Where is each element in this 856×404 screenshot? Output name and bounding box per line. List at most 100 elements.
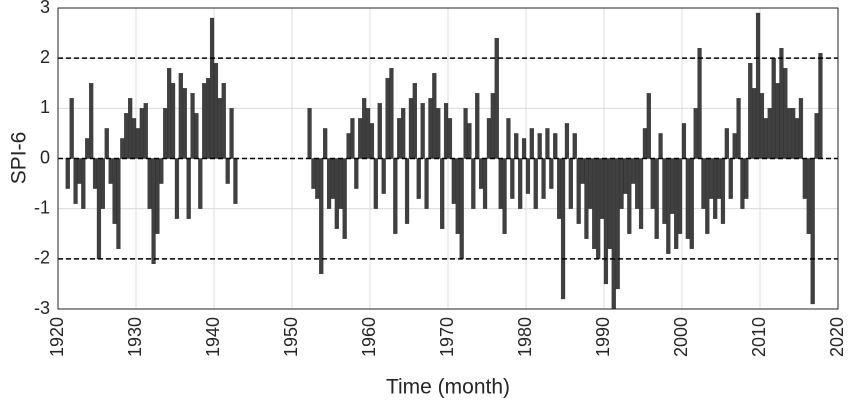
bar bbox=[463, 108, 468, 159]
bar bbox=[646, 93, 651, 159]
bar bbox=[599, 158, 605, 219]
bar bbox=[182, 88, 187, 159]
bar bbox=[603, 158, 609, 285]
bar bbox=[611, 158, 616, 310]
bar bbox=[334, 158, 339, 229]
bar bbox=[358, 118, 363, 159]
bar bbox=[467, 123, 472, 159]
bar bbox=[518, 158, 523, 209]
x-tick-label: 1930 bbox=[125, 317, 145, 357]
bar bbox=[545, 128, 550, 159]
bar bbox=[716, 158, 722, 199]
x-tick-label: 2000 bbox=[671, 317, 691, 357]
bar bbox=[385, 78, 390, 159]
bar bbox=[806, 158, 811, 234]
bar bbox=[537, 133, 542, 159]
bar bbox=[642, 128, 648, 159]
bar bbox=[455, 158, 460, 234]
bar bbox=[810, 158, 815, 305]
bar bbox=[685, 158, 690, 239]
x-tick-label: 1990 bbox=[593, 317, 613, 357]
bar bbox=[791, 108, 796, 159]
bar bbox=[529, 128, 534, 159]
bar bbox=[330, 158, 336, 199]
bar bbox=[128, 98, 133, 159]
bar bbox=[178, 73, 183, 159]
bar bbox=[174, 158, 180, 219]
bar bbox=[486, 118, 492, 159]
plot-frame bbox=[57, 7, 839, 310]
bar bbox=[350, 118, 355, 159]
bar bbox=[420, 103, 425, 159]
bar bbox=[92, 158, 98, 189]
bar bbox=[592, 158, 597, 249]
bar bbox=[81, 158, 86, 209]
bar bbox=[596, 158, 601, 259]
bar bbox=[475, 93, 480, 159]
bar bbox=[408, 98, 414, 159]
bar bbox=[206, 78, 211, 159]
bar bbox=[615, 158, 620, 290]
bar bbox=[311, 158, 316, 189]
bar bbox=[783, 68, 788, 159]
bar bbox=[186, 158, 191, 219]
bar bbox=[775, 83, 780, 159]
bar bbox=[233, 158, 238, 204]
bar bbox=[533, 158, 538, 209]
bar bbox=[794, 118, 800, 159]
bar bbox=[650, 158, 655, 209]
bar bbox=[677, 158, 683, 234]
bar bbox=[541, 158, 546, 199]
y-tick-label: 3 bbox=[40, 0, 50, 17]
bar bbox=[143, 103, 148, 159]
bar bbox=[440, 158, 445, 229]
bar bbox=[744, 158, 749, 199]
bar bbox=[564, 123, 570, 159]
bar bbox=[494, 37, 499, 159]
bar bbox=[755, 12, 761, 159]
bar bbox=[759, 93, 765, 159]
y-tick-label: 2 bbox=[40, 47, 50, 67]
bar bbox=[689, 158, 694, 249]
bar bbox=[818, 53, 823, 159]
bar bbox=[654, 158, 659, 239]
bar bbox=[307, 108, 312, 159]
bar bbox=[732, 133, 737, 159]
bar bbox=[553, 133, 558, 159]
bar bbox=[674, 158, 679, 249]
bar bbox=[108, 158, 113, 184]
bar bbox=[619, 158, 624, 209]
bar bbox=[436, 108, 441, 159]
bar bbox=[354, 158, 359, 189]
bar bbox=[217, 98, 222, 159]
bar bbox=[752, 88, 757, 159]
bar bbox=[802, 158, 807, 199]
bar bbox=[459, 158, 464, 259]
bar bbox=[701, 158, 706, 209]
bar bbox=[736, 98, 741, 159]
bar bbox=[713, 158, 718, 219]
bar bbox=[225, 158, 230, 184]
bar bbox=[580, 158, 585, 184]
bar bbox=[73, 158, 78, 204]
x-tick-label: 1950 bbox=[281, 317, 301, 357]
bar bbox=[326, 158, 332, 209]
bar bbox=[627, 158, 632, 234]
bar bbox=[584, 158, 589, 239]
bar bbox=[365, 108, 371, 159]
bar bbox=[116, 158, 121, 249]
bar bbox=[681, 123, 687, 159]
bar bbox=[373, 158, 378, 209]
bar bbox=[705, 158, 710, 234]
bar bbox=[798, 98, 804, 159]
bar bbox=[65, 158, 70, 189]
bar bbox=[338, 158, 343, 209]
y-tick-label: -3 bbox=[34, 298, 50, 318]
bar bbox=[77, 158, 82, 184]
bar bbox=[69, 98, 74, 159]
bar bbox=[194, 113, 199, 159]
bar bbox=[135, 128, 141, 159]
bar bbox=[424, 158, 429, 209]
bar bbox=[151, 158, 156, 264]
bar bbox=[443, 103, 449, 159]
